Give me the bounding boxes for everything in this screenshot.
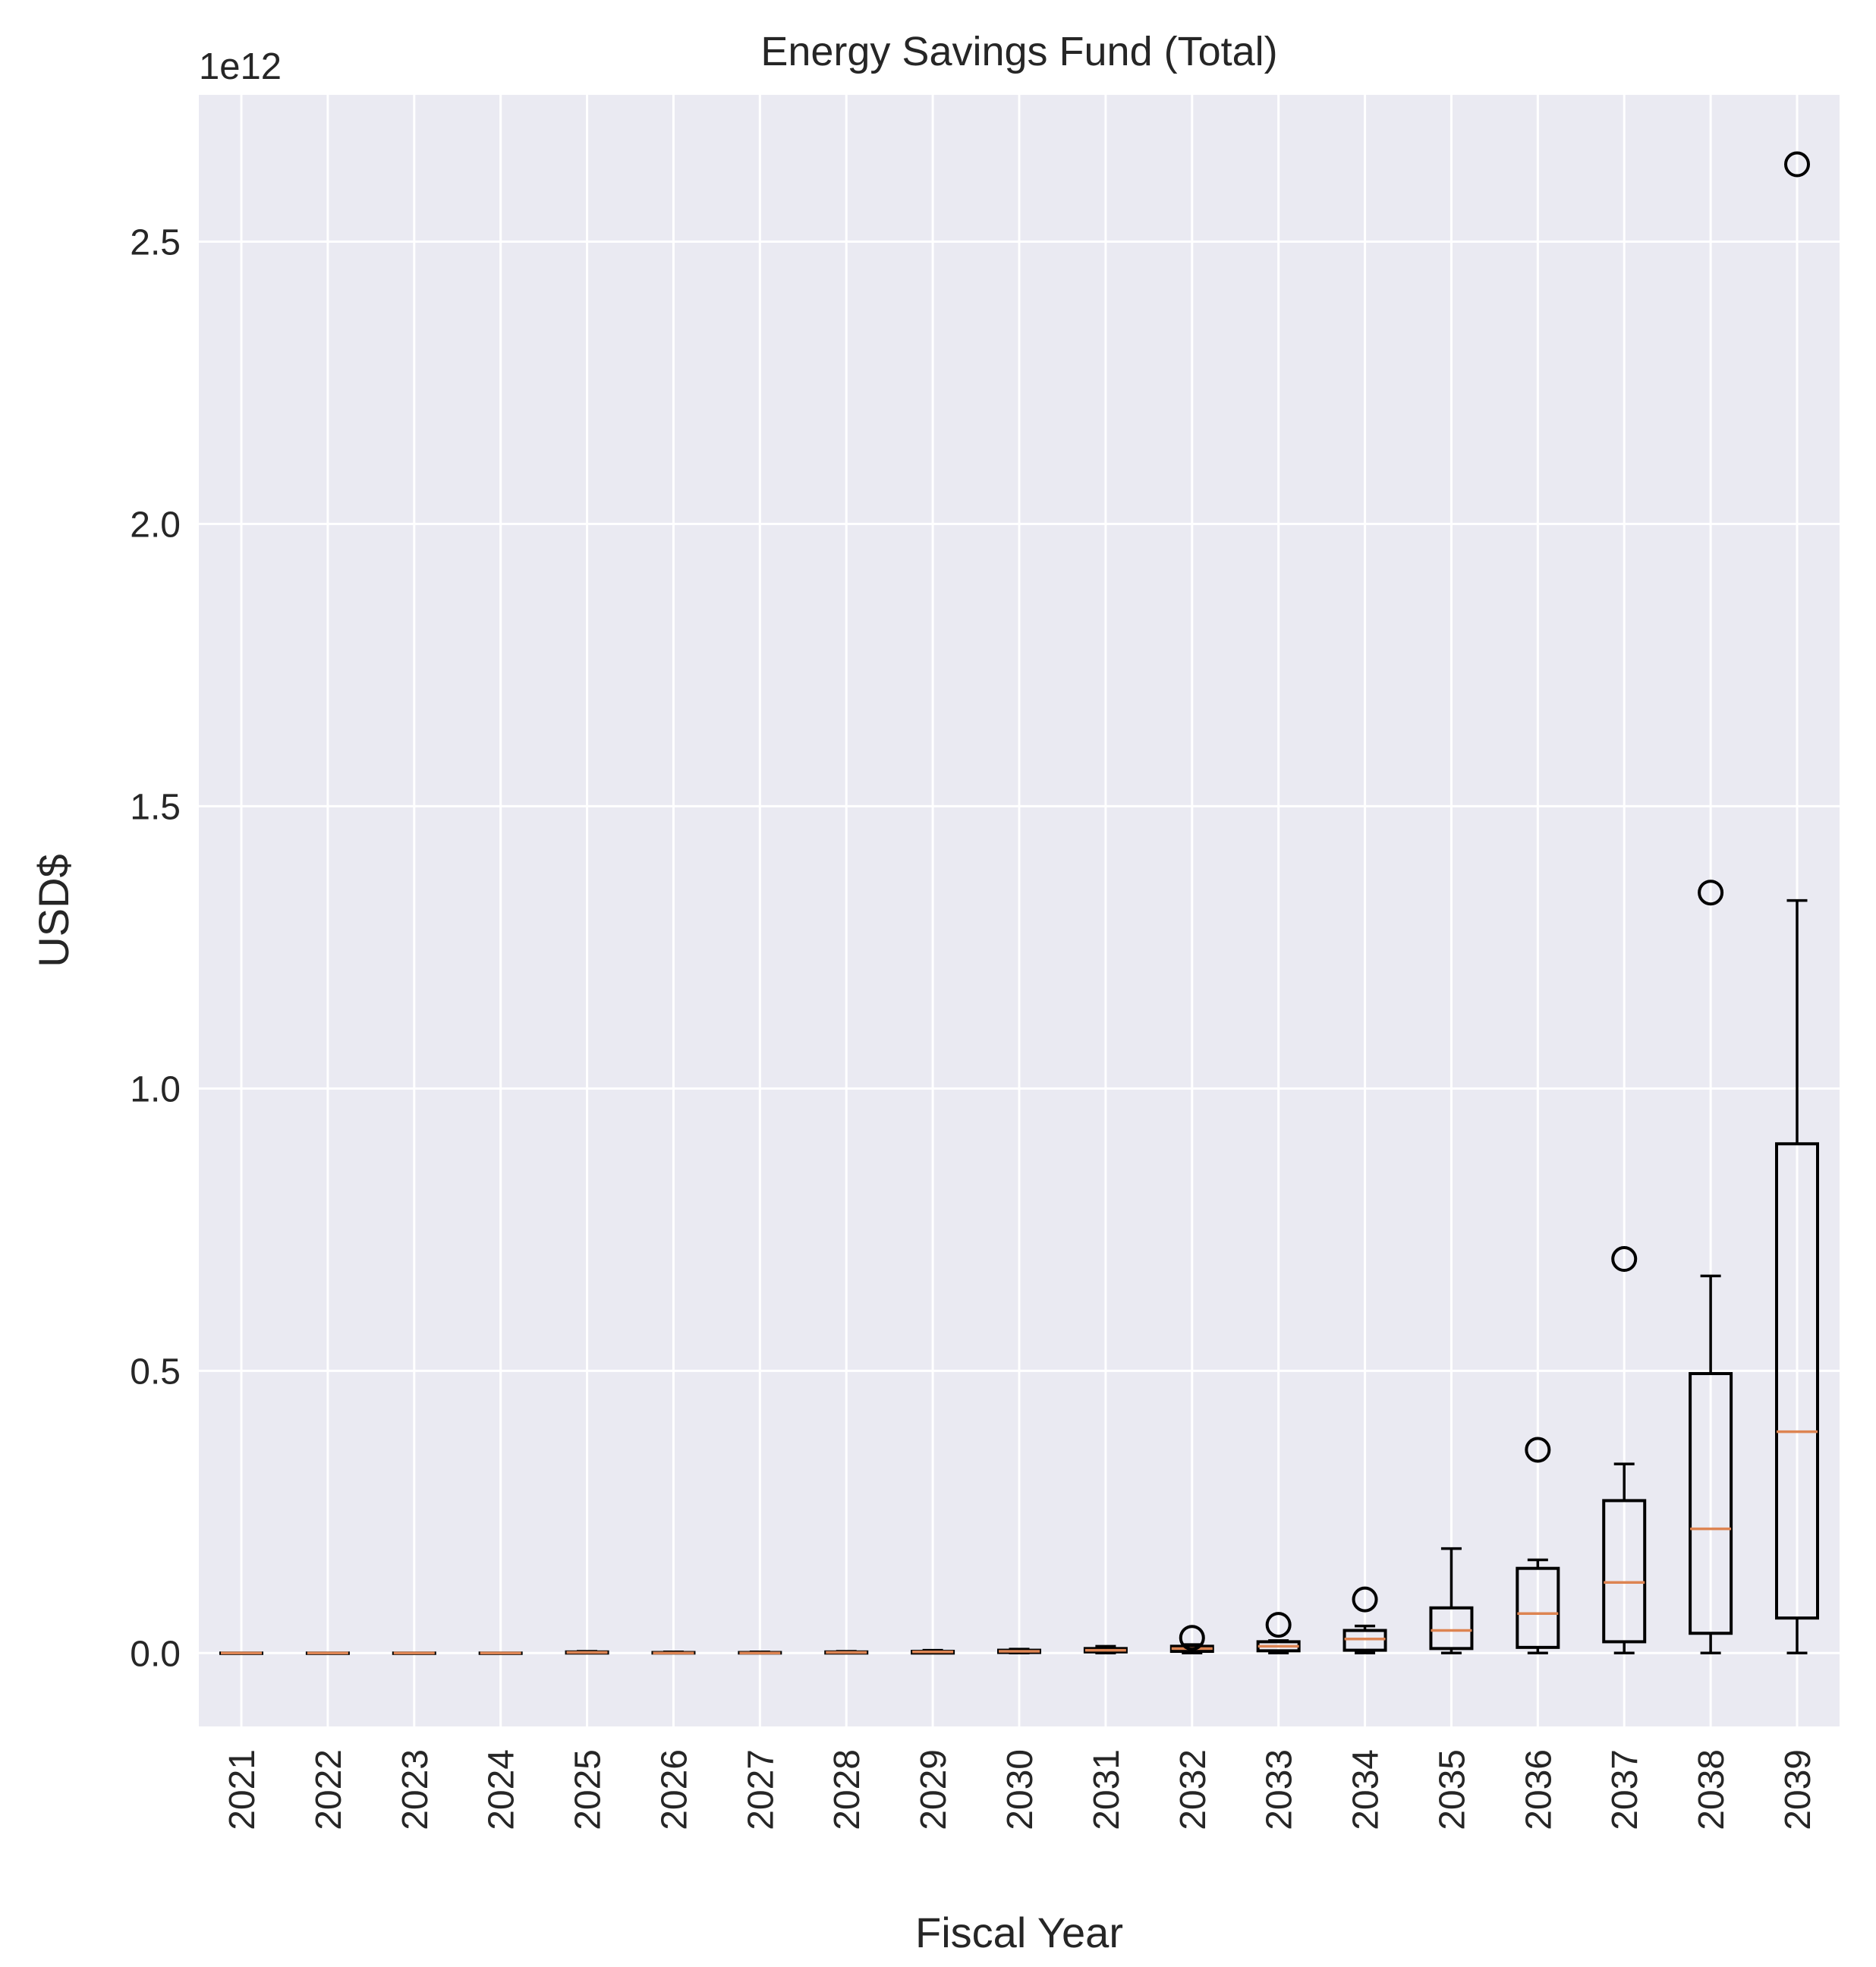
box-2027 (738, 1651, 782, 1655)
x-tick-label-2030: 2030 (1000, 1749, 1040, 1830)
x-tick-label-2032: 2032 (1173, 1749, 1213, 1830)
x-tick-label-2039: 2039 (1778, 1749, 1818, 1830)
y-tick-label: 1.5 (130, 787, 181, 827)
x-tick-label-2023: 2023 (395, 1749, 436, 1830)
box-2029 (911, 1648, 955, 1655)
box-2022 (305, 1651, 350, 1655)
box-iqr (1516, 1566, 1560, 1649)
box-2021 (219, 1651, 263, 1655)
x-tick-label-2021: 2021 (222, 1749, 263, 1830)
box-2038 (1689, 880, 1733, 1655)
x-tick-label-2029: 2029 (914, 1749, 954, 1830)
x-tick-label-2033: 2033 (1260, 1749, 1300, 1830)
box-2034 (1342, 1586, 1387, 1655)
x-tick-label-2026: 2026 (654, 1749, 694, 1830)
x-axis-label: Fiscal Year (915, 1909, 1123, 1956)
x-tick-label-2038: 2038 (1692, 1749, 1732, 1830)
x-axis: 2021 2022 2023 2024 2025 2026 2027 2028 2029 2030… (222, 1749, 1818, 1830)
y-axis: 0.0 0.5 1.0 1.5 2.0 2.5 (130, 222, 181, 1674)
outlier-point (1179, 1625, 1205, 1651)
y-tick-label: 0.5 (130, 1352, 181, 1392)
x-tick-label-2036: 2036 (1519, 1749, 1559, 1830)
chart-title: Energy Savings Fund (Total) (760, 29, 1277, 74)
x-tick-label-2034: 2034 (1346, 1749, 1387, 1830)
box-2025 (565, 1650, 609, 1655)
box-iqr (1689, 1372, 1733, 1635)
y-tick-label: 2.5 (130, 222, 181, 263)
box-2023 (392, 1651, 436, 1655)
y-axis-label: USD$ (30, 854, 77, 967)
box-iqr (1602, 1499, 1647, 1644)
box-iqr (1429, 1606, 1474, 1651)
box-2026 (651, 1651, 696, 1655)
y-tick-label: 1.0 (130, 1069, 181, 1109)
x-tick-label-2027: 2027 (741, 1749, 781, 1830)
y-tick-label: 0.0 (130, 1634, 181, 1674)
box-2031 (1083, 1644, 1128, 1655)
outlier-point (1611, 1246, 1638, 1273)
x-tick-label-2028: 2028 (827, 1749, 867, 1830)
x-tick-label-2024: 2024 (482, 1749, 522, 1830)
box-2032 (1169, 1625, 1214, 1655)
box-2024 (478, 1651, 523, 1655)
x-tick-label-2025: 2025 (568, 1749, 609, 1830)
grid-lines (199, 95, 1840, 1726)
box-series (219, 151, 1819, 1655)
x-tick-label-2037: 2037 (1605, 1749, 1645, 1830)
y-tick-label: 2.0 (130, 505, 181, 545)
x-tick-label-2035: 2035 (1432, 1749, 1472, 1830)
box-2028 (824, 1650, 869, 1655)
box-2039 (1775, 151, 1819, 1655)
box-2036 (1516, 1437, 1560, 1655)
outlier-point (1698, 880, 1724, 906)
outlier-point (1784, 151, 1810, 178)
box-2035 (1429, 1547, 1474, 1655)
x-tick-label-2022: 2022 (309, 1749, 349, 1830)
outlier-point (1525, 1437, 1551, 1463)
box-2037 (1602, 1246, 1647, 1655)
x-tick-label-2031: 2031 (1087, 1749, 1127, 1830)
box-2030 (997, 1648, 1041, 1655)
outlier-point (1352, 1586, 1378, 1613)
y-offset-label: 1e12 (199, 46, 282, 87)
outlier-point (1265, 1612, 1292, 1638)
box-2033 (1256, 1612, 1301, 1655)
box-iqr (1342, 1629, 1387, 1652)
box-iqr (1775, 1142, 1819, 1620)
